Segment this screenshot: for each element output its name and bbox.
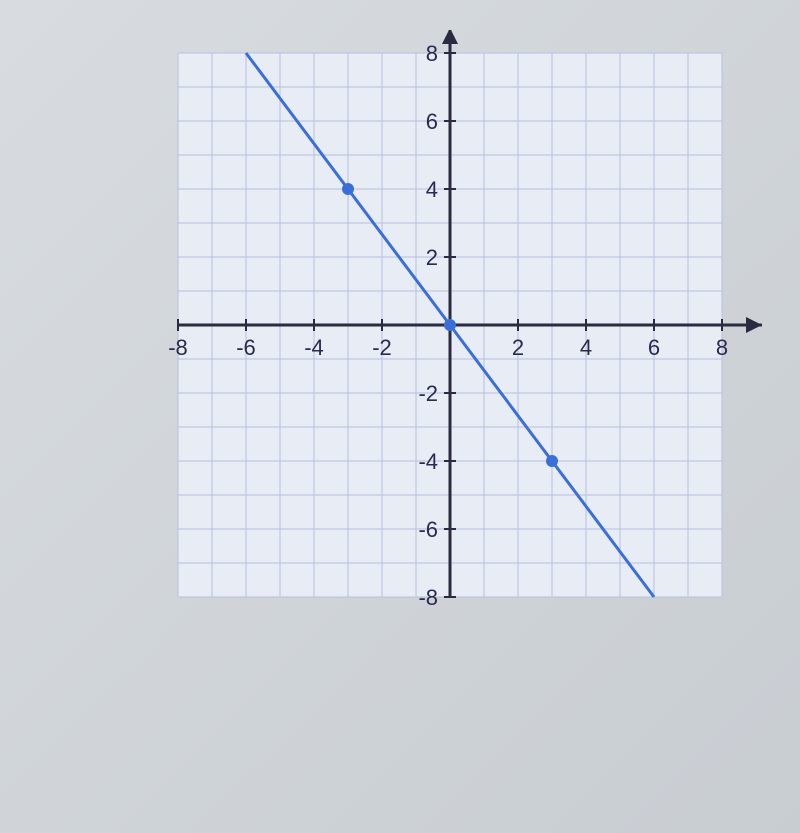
x-tick-label: -2 [372, 335, 392, 360]
y-tick-label: -4 [418, 449, 438, 474]
y-tick-label: -2 [418, 381, 438, 406]
x-tick-label: -6 [236, 335, 256, 360]
x-tick-label: 8 [716, 335, 728, 360]
y-axis-arrow-icon [442, 30, 458, 44]
x-tick-label: 6 [648, 335, 660, 360]
y-tick-label: -6 [418, 517, 438, 542]
y-tick-label: 2 [426, 245, 438, 270]
x-tick-label: -4 [304, 335, 324, 360]
data-point [342, 183, 354, 195]
y-tick-label: -8 [418, 585, 438, 610]
chart-svg: -8 -6 -4 -2 2 4 6 8 -8 -6 -4 -2 2 4 6 8 [150, 30, 790, 650]
data-point [444, 319, 456, 331]
x-tick-label: 4 [580, 335, 592, 360]
data-point [546, 455, 558, 467]
x-tick-label: -8 [168, 335, 188, 360]
x-tick-label: 2 [512, 335, 524, 360]
y-tick-label: 8 [426, 41, 438, 66]
x-axis-arrow-icon [746, 317, 762, 333]
coordinate-chart: -8 -6 -4 -2 2 4 6 8 -8 -6 -4 -2 2 4 6 8 [150, 30, 790, 650]
y-tick-label: 6 [426, 109, 438, 134]
y-tick-label: 4 [426, 177, 438, 202]
